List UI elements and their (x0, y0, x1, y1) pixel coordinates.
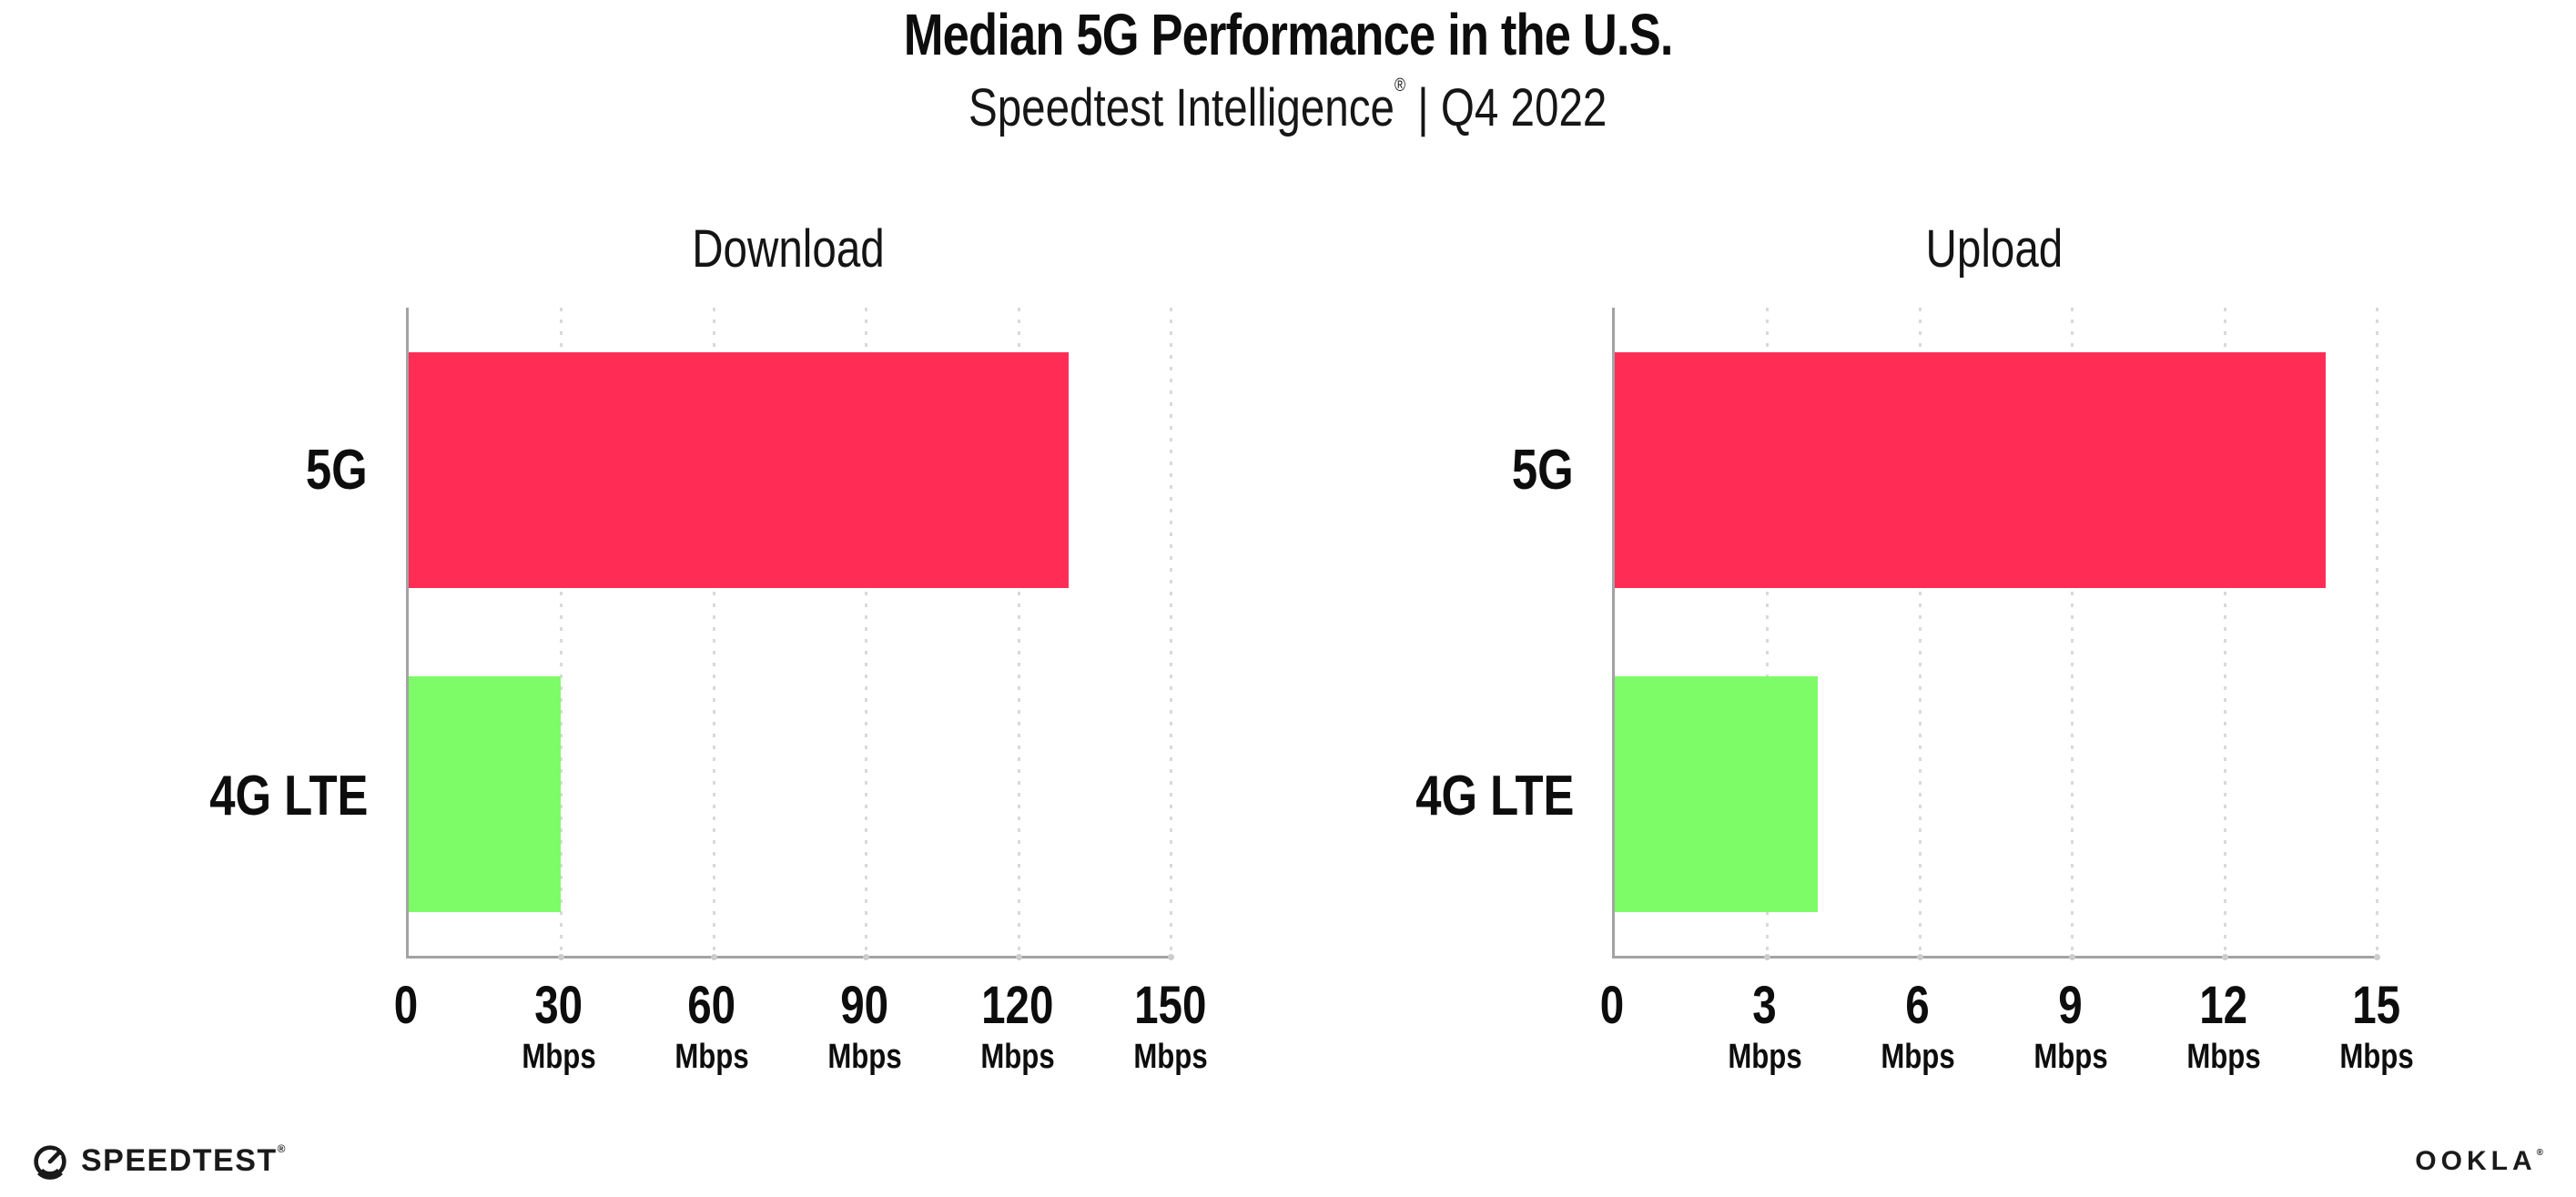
registered-mark: ® (277, 1142, 286, 1155)
download-chart-title: Download (692, 219, 885, 279)
x-tick-unit: Mbps (1728, 1038, 1802, 1076)
x-tick-value: 120 (981, 976, 1054, 1035)
x-tick-value: 90 (840, 976, 889, 1035)
registered-mark: ® (2536, 1148, 2543, 1158)
x-tick-unit: Mbps (980, 1038, 1055, 1076)
x-tick-30: 30 Mbps (513, 976, 603, 1076)
x-tick-0: 0 (1597, 979, 1627, 1032)
speedtest-gauge-icon (34, 1145, 66, 1180)
x-tick-value: 6 (1905, 976, 1931, 1035)
x-tick-unit: Mbps (1881, 1038, 1955, 1076)
gridline-120 (1015, 308, 1022, 960)
category-label: 4G LTE (208, 764, 368, 827)
x-tick-120: 120 Mbps (972, 976, 1062, 1076)
bar-4g-lte (409, 676, 562, 913)
x-tick-unit: Mbps (1133, 1038, 1208, 1076)
plot-area (1612, 308, 2380, 960)
x-tick-90: 90 Mbps (819, 976, 909, 1076)
category-label: 5G (306, 439, 368, 502)
category-label: 5G (1512, 439, 1574, 502)
gridline-30 (558, 308, 565, 960)
x-tick-60: 60 Mbps (666, 976, 756, 1076)
x-tick-value: 12 (2199, 976, 2248, 1035)
upload-chart-title: Upload (1925, 219, 2064, 279)
x-tick-value: 0 (1599, 976, 1625, 1035)
x-tick-value: 30 (534, 976, 583, 1035)
header: Median 5G Performance in the U.S. Speedt… (0, 5, 2576, 135)
ookla-wordmark: OOKLA® (2415, 1146, 2543, 1176)
x-tick-value: 9 (2058, 976, 2084, 1035)
x-tick-150: 150 Mbps (1125, 976, 1215, 1076)
x-tick-value: 60 (687, 976, 736, 1035)
bar-4g-lte (1615, 676, 1819, 913)
gridline-3 (1764, 308, 1771, 960)
subtitle-brand: Speedtest Intelligence (969, 78, 1395, 137)
category-row: 5G (1357, 308, 1574, 634)
registered-mark: ® (1394, 76, 1406, 96)
page-title-text: Median 5G Performance in the U.S. (903, 2, 1674, 67)
x-tick-unit: Mbps (674, 1038, 749, 1076)
x-tick-unit: Mbps (522, 1038, 596, 1076)
category-row: 5G (151, 308, 368, 634)
plot-area (406, 308, 1174, 960)
page-title: Median 5G Performance in the U.S. (0, 5, 2576, 64)
gridline-150 (1168, 308, 1174, 960)
category-label: 4G LTE (1415, 764, 1574, 827)
x-tick-value: 0 (393, 976, 419, 1035)
ookla-logo: OOKLA® (2415, 1146, 2543, 1177)
gridline-9 (2069, 308, 2076, 960)
speedtest-wordmark: SPEEDTEST® (81, 1142, 286, 1178)
gridline-6 (1916, 308, 1923, 960)
x-tick-unit: Mbps (2339, 1038, 2414, 1076)
gridline-15 (2374, 308, 2380, 960)
category-labels: 5G 4G LTE (151, 308, 368, 959)
x-tick-9: 9 Mbps (2025, 976, 2115, 1076)
x-tick-unit: Mbps (2186, 1038, 2261, 1076)
speedtest-logo: SPEEDTEST® (30, 1141, 286, 1181)
gridline-12 (2221, 308, 2228, 960)
page-subtitle: Speedtest Intelligence® | Q4 2022 (0, 76, 2576, 135)
x-tick-value: 3 (1752, 976, 1778, 1035)
download-chart: Download 5G 4G LTE 0 30 Mbps 60 Mbps 90 Mbps 120… (151, 218, 1208, 1120)
gridline-60 (710, 308, 717, 960)
x-axis-ticks: 0 3 Mbps 6 Mbps 9 Mbps 12 Mbps 15 Mbps (1600, 976, 2414, 1107)
upload-chart: Upload 5G 4G LTE 0 3 Mbps 6 Mbps 9 Mbps 12 Mbps 15… (1357, 218, 2414, 1120)
x-tick-value: 150 (1134, 976, 1207, 1035)
category-labels: 5G 4G LTE (1357, 308, 1574, 959)
subtitle-period: | Q4 2022 (1417, 78, 1607, 137)
x-tick-unit: Mbps (827, 1038, 902, 1076)
bar-5g (409, 352, 1070, 589)
category-row: 4G LTE (1357, 634, 1574, 959)
x-axis-ticks: 0 30 Mbps 60 Mbps 90 Mbps 120 Mbps 150 Mbps (394, 976, 1208, 1107)
x-tick-6: 6 Mbps (1872, 976, 1962, 1076)
x-tick-0: 0 (391, 979, 421, 1032)
x-tick-12: 12 Mbps (2178, 976, 2268, 1076)
x-tick-unit: Mbps (2033, 1038, 2108, 1076)
category-row: 4G LTE (151, 634, 368, 959)
x-tick-15: 15 Mbps (2331, 976, 2421, 1076)
x-tick-value: 15 (2352, 976, 2401, 1035)
bar-5g (1615, 352, 2327, 589)
x-tick-3: 3 Mbps (1719, 976, 1810, 1076)
gridline-90 (863, 308, 870, 960)
